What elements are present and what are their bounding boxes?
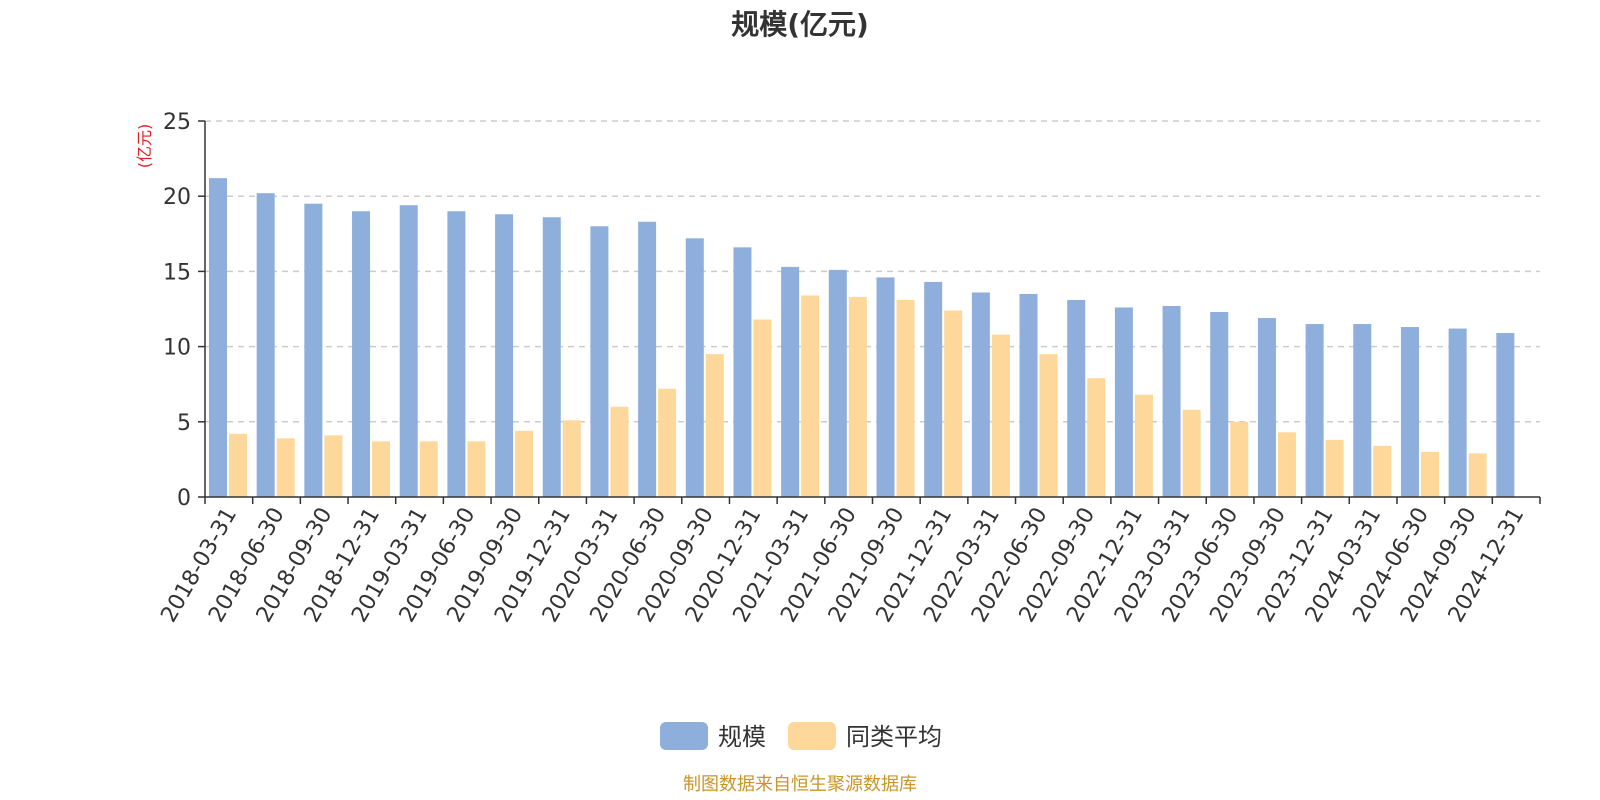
chart-title: 规模(亿元): [731, 8, 869, 41]
x-tick-labels: 2018-03-312018-06-302018-09-302018-12-31…: [156, 503, 1529, 626]
bar-scale: [971, 292, 990, 497]
bar-category-average: [324, 435, 343, 497]
bar-category-average: [1087, 378, 1106, 497]
bar-category-average: [276, 438, 295, 497]
bar-scale: [1210, 312, 1229, 497]
bar-scale: [1353, 324, 1372, 497]
bar-scale: [1067, 299, 1086, 497]
axes: [198, 120, 1541, 504]
bar-scale: [1162, 305, 1181, 497]
bar-category-average: [801, 295, 820, 497]
bar-category-average: [419, 441, 438, 497]
bar-scale: [399, 205, 418, 497]
bar-scale: [1305, 324, 1324, 497]
y-tick-labels: 0 5 10 15 20 25: [163, 110, 191, 511]
bar-category-average: [896, 299, 915, 497]
bar-category-average: [1468, 453, 1487, 497]
y-tick-label: 20: [163, 185, 191, 210]
bar-category-average: [658, 388, 677, 497]
bar-scale: [876, 277, 895, 497]
bar-scale: [1448, 328, 1467, 497]
legend-swatch: [660, 722, 708, 750]
bar-category-average: [1277, 432, 1296, 497]
legend-label: 同类平均: [846, 723, 942, 751]
bar-category-average: [229, 433, 247, 497]
bar-category-average: [1230, 421, 1249, 497]
bar-scale: [256, 193, 275, 497]
bar-scale: [304, 203, 323, 497]
bar-category-average: [1420, 451, 1439, 497]
y-tick-label: 25: [163, 110, 191, 135]
bar-category-average: [944, 310, 963, 497]
bar-scale: [352, 211, 371, 498]
legend-swatch: [788, 722, 836, 750]
bar-scale: [828, 269, 847, 497]
bar-category-average: [705, 354, 724, 497]
legend-label: 规模: [718, 723, 766, 751]
y-tick-label: 5: [177, 411, 191, 436]
y-axis-unit-label: (亿元): [135, 124, 154, 169]
bar-scale: [733, 247, 752, 497]
source-note: 制图数据来自恒生聚源数据库: [683, 774, 917, 795]
bar-category-average: [562, 420, 581, 497]
bar-scale: [685, 238, 704, 497]
bar-scale: [495, 214, 514, 498]
y-tick-label: 15: [163, 260, 191, 285]
bar-category-average: [1182, 409, 1201, 497]
bar-scale: [542, 217, 561, 498]
bar-category-average: [1134, 394, 1153, 497]
bar-scale: [590, 226, 609, 497]
legend: 规模 同类平均: [660, 722, 942, 751]
bar-category-average: [991, 334, 1010, 497]
bar-category-average: [610, 406, 629, 497]
bar-category-average: [1373, 445, 1392, 497]
bar-category-average: [1039, 354, 1058, 497]
y-tick-label: 10: [163, 336, 191, 361]
bar-scale: [1496, 333, 1515, 497]
bar-scale: [1257, 318, 1276, 497]
bar-scale: [638, 221, 657, 497]
bar-scale: [1019, 293, 1038, 497]
bar-scale: [1114, 307, 1133, 497]
y-tick-label: 0: [177, 486, 191, 511]
bar-scale: [1400, 327, 1419, 497]
bar-category-average: [372, 441, 391, 497]
bar-category-average: [753, 319, 772, 497]
bars: [209, 178, 1515, 498]
bar-category-average: [467, 441, 486, 497]
bar-scale: [209, 178, 227, 498]
bar-scale: [781, 266, 800, 497]
bar-scale: [924, 281, 943, 497]
bar-category-average: [848, 296, 867, 497]
bar-category-average: [1325, 439, 1344, 497]
bar-scale: [447, 211, 466, 498]
bar-category-average: [515, 430, 534, 497]
